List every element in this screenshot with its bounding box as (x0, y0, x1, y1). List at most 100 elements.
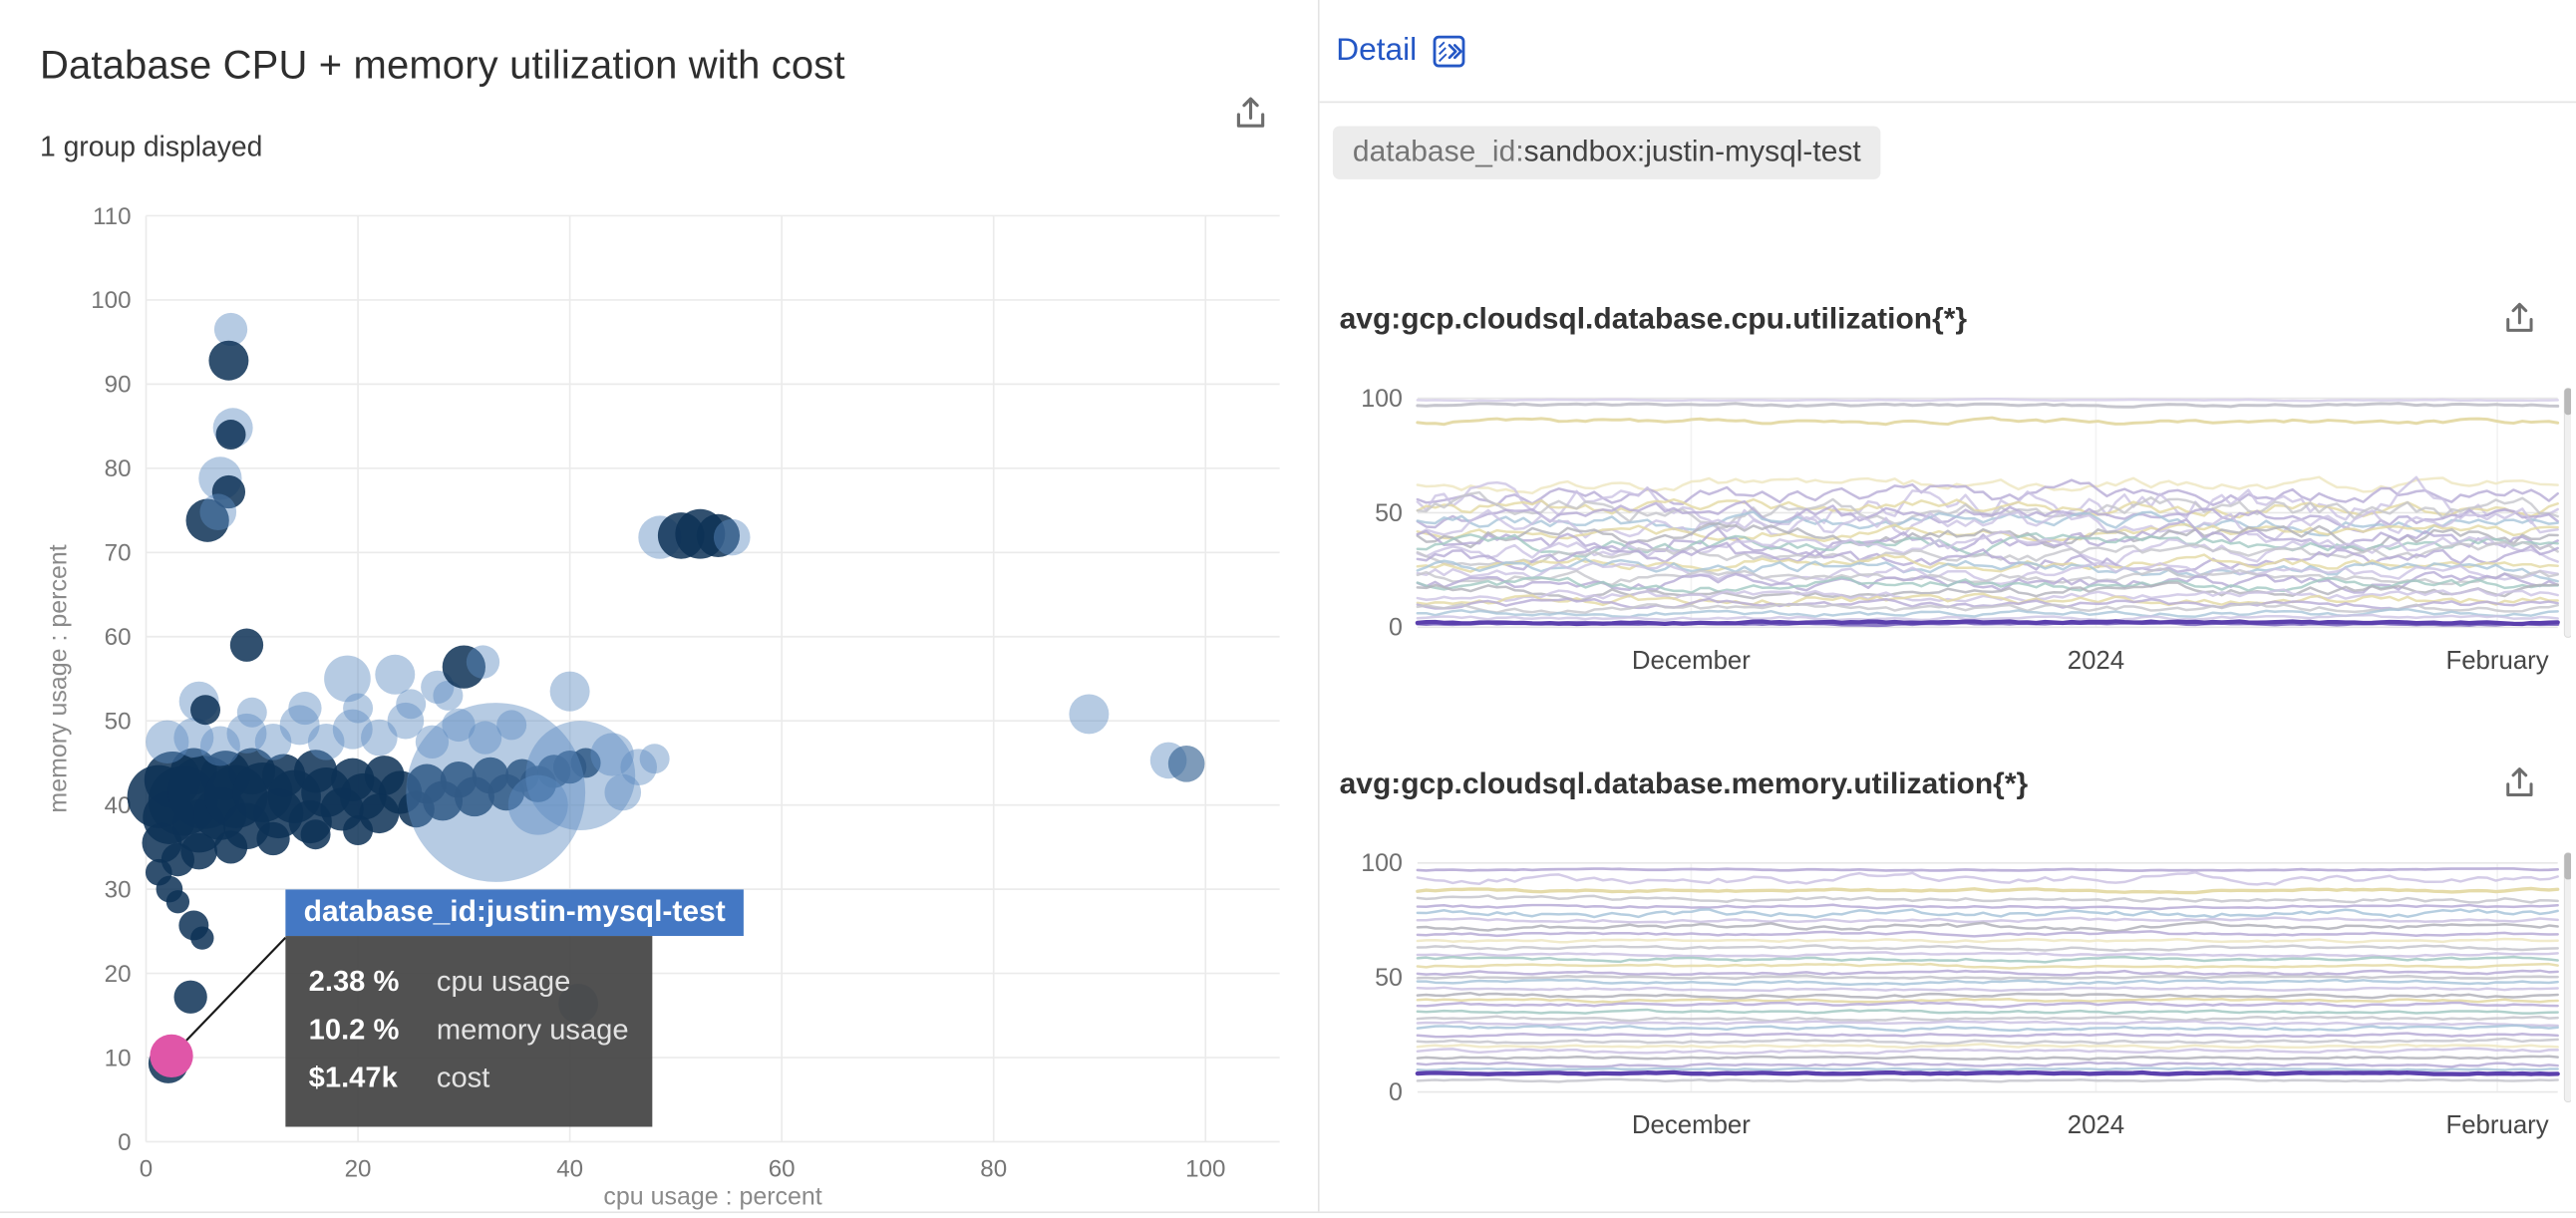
series-line[interactable] (1416, 497, 2559, 519)
bubble[interactable] (190, 695, 221, 726)
series-line[interactable] (1416, 944, 2559, 953)
bubble[interactable] (466, 645, 500, 679)
bubble[interactable] (468, 721, 502, 755)
series-line[interactable] (1416, 607, 2559, 619)
bubble[interactable] (387, 702, 425, 740)
series-line[interactable] (1416, 951, 2559, 959)
series-line[interactable] (1416, 402, 2560, 409)
bubble[interactable] (713, 518, 751, 556)
bubble[interactable] (180, 832, 217, 870)
series-line[interactable] (1416, 478, 2559, 507)
bubble[interactable] (254, 723, 292, 761)
bubble[interactable] (190, 926, 214, 950)
series-line[interactable] (1415, 619, 2560, 627)
y-scrollbar[interactable] (2563, 852, 2572, 1103)
series-line[interactable] (1416, 510, 2559, 537)
bubble[interactable] (236, 697, 267, 728)
series-line[interactable] (1416, 903, 2559, 911)
bubble[interactable] (442, 708, 476, 743)
series-line[interactable] (1416, 894, 2559, 904)
bubble[interactable] (226, 713, 267, 754)
cpu-utilization-chart[interactable]: 0 50 100 December 2024 February (1330, 369, 2572, 701)
series-line[interactable] (1416, 1001, 2559, 1009)
bubble[interactable] (396, 689, 427, 720)
detail-link[interactable]: Detail (1336, 33, 1464, 70)
series-line[interactable] (1416, 1043, 2559, 1050)
series-line[interactable] (1416, 986, 2559, 993)
bubble[interactable] (199, 493, 237, 531)
bubble[interactable] (343, 815, 374, 845)
bubble[interactable] (199, 726, 240, 766)
series-line[interactable] (1416, 541, 2559, 573)
series-line[interactable] (1416, 871, 2559, 886)
y-scrollbar-handle[interactable] (2564, 852, 2572, 880)
bubble[interactable] (307, 723, 345, 761)
series-line[interactable] (1416, 1055, 2559, 1061)
bubble[interactable] (696, 513, 741, 558)
bubble[interactable] (406, 703, 586, 882)
bubble[interactable] (549, 671, 590, 712)
bubble[interactable] (173, 980, 207, 1014)
series-line[interactable] (1416, 601, 2559, 615)
series-line[interactable] (1416, 1066, 2559, 1071)
bubble[interactable] (208, 340, 249, 381)
bubble[interactable] (300, 819, 331, 850)
series-line[interactable] (1416, 886, 2560, 895)
series-line[interactable] (1416, 613, 2559, 623)
bubble[interactable] (213, 830, 248, 864)
bubble[interactable] (570, 748, 601, 778)
bubble[interactable] (442, 645, 485, 689)
bubble[interactable] (525, 721, 636, 831)
bubble[interactable] (256, 821, 290, 856)
bubble[interactable] (604, 773, 642, 811)
bubble[interactable] (173, 718, 214, 759)
export-button[interactable] (2496, 295, 2543, 342)
bubble[interactable] (558, 983, 599, 1024)
series-line[interactable] (1416, 937, 2559, 944)
series-line[interactable] (1416, 969, 2559, 977)
export-button[interactable] (2496, 761, 2543, 807)
series-line[interactable] (1416, 1024, 2559, 1033)
bubble[interactable] (496, 710, 527, 741)
bubble[interactable] (165, 890, 190, 914)
series-line[interactable] (1415, 1069, 2560, 1076)
bubble[interactable] (421, 670, 455, 705)
bubble[interactable] (1167, 745, 1205, 782)
bubble[interactable] (1069, 694, 1110, 735)
series-line[interactable] (1416, 962, 2559, 970)
highlighted-bubble[interactable] (150, 1034, 193, 1077)
bubble[interactable] (215, 420, 246, 451)
series-line[interactable] (1416, 920, 2559, 933)
bubble[interactable] (620, 749, 658, 785)
bubble[interactable] (415, 725, 450, 759)
bubble[interactable] (433, 680, 464, 711)
bubble[interactable] (590, 733, 634, 776)
series-line[interactable] (1416, 597, 2559, 612)
filter-tag[interactable]: database_id:sandbox:justin-mysql-test (1332, 126, 1881, 179)
scatter-plot[interactable]: 0 20 40 60 80 100 0 10 20 30 40 50 60 70 80 90 100 110 cpu… (43, 182, 1298, 1211)
series-line[interactable] (1416, 992, 2559, 1000)
series-line[interactable] (1416, 1037, 2559, 1046)
bubble[interactable] (213, 312, 248, 347)
series-line[interactable] (1416, 955, 2559, 964)
series-line[interactable] (1416, 398, 2559, 403)
bubble[interactable] (507, 774, 568, 835)
bubble[interactable] (375, 654, 416, 695)
bubble[interactable] (324, 655, 371, 703)
series-line[interactable] (1416, 978, 2559, 987)
series-line[interactable] (1416, 581, 2559, 602)
bubble[interactable] (288, 691, 322, 726)
bubble[interactable] (361, 719, 398, 757)
bubble[interactable] (229, 628, 264, 662)
bubble[interactable] (343, 693, 374, 724)
bubble[interactable] (332, 709, 373, 750)
series-line[interactable] (1416, 575, 2559, 594)
series-line[interactable] (1416, 540, 2559, 566)
series-line[interactable] (1416, 974, 2559, 981)
series-line[interactable] (1416, 916, 2559, 924)
bubble[interactable] (279, 705, 320, 746)
series-line[interactable] (1416, 475, 2559, 495)
bubble[interactable] (211, 474, 246, 509)
series-line[interactable] (1416, 1020, 2559, 1028)
series-line[interactable] (1416, 518, 2559, 558)
